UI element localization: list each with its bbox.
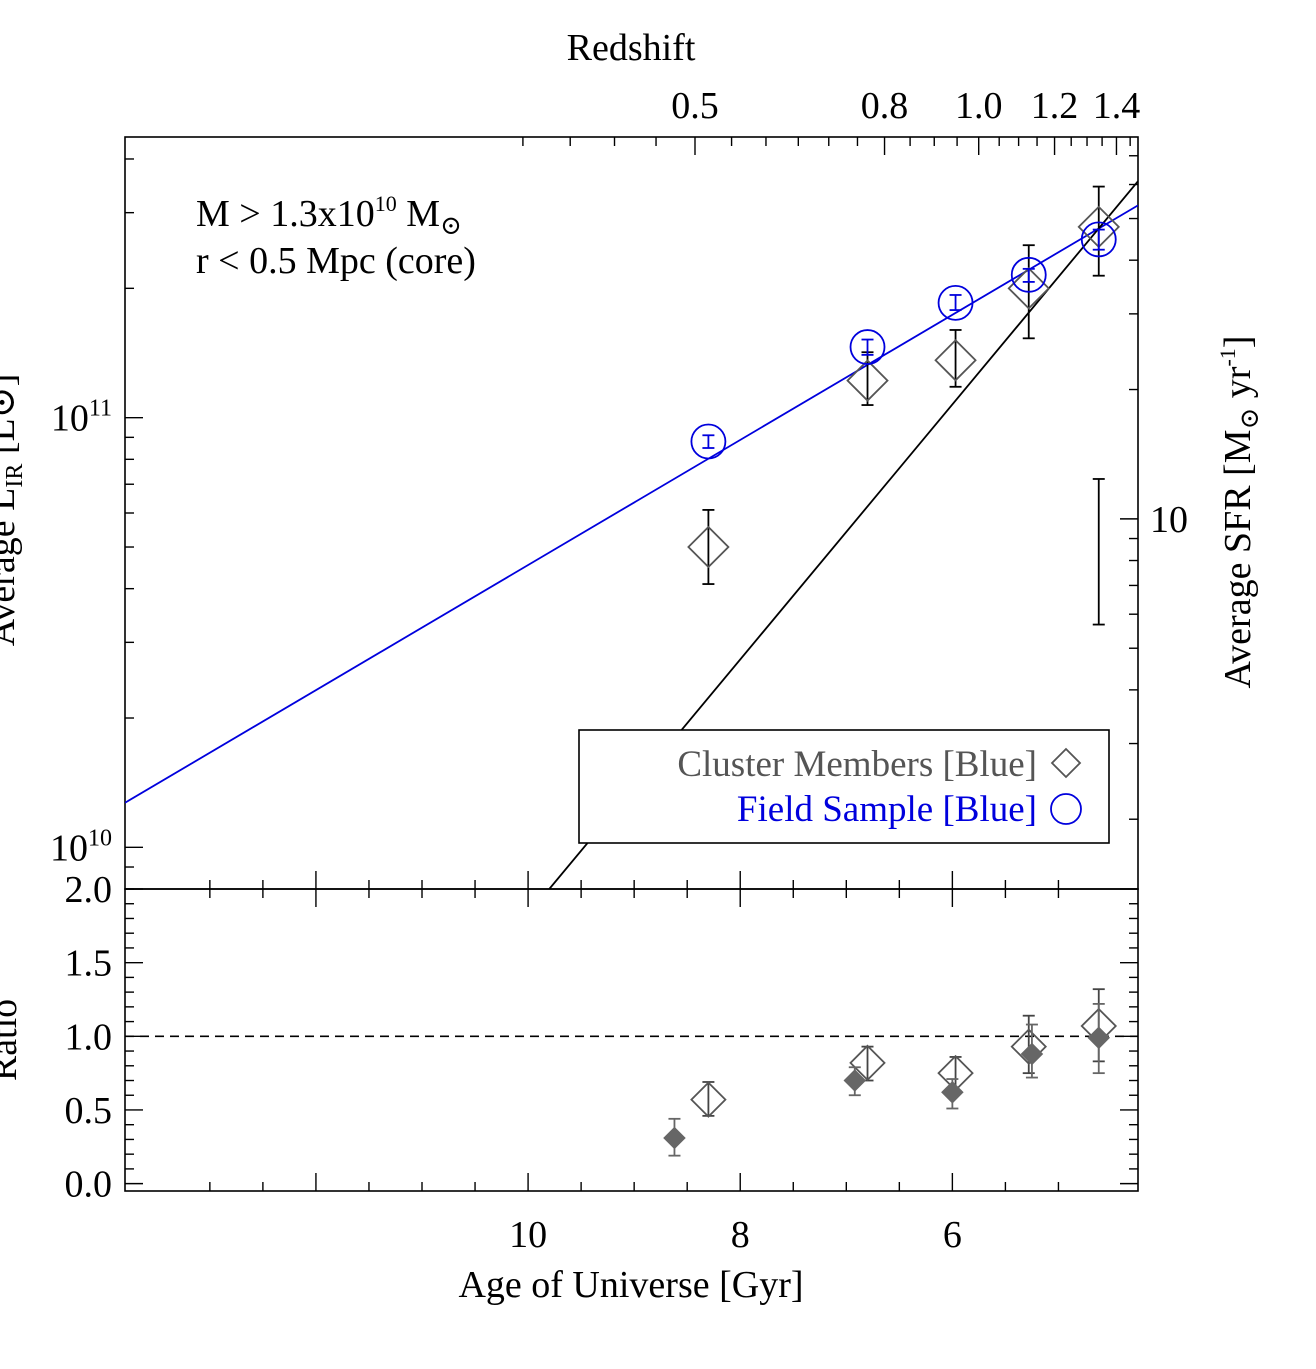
ratio-open-diamond-point <box>849 1044 886 1082</box>
main-data-points <box>687 185 1121 626</box>
ratio-y-tick-label: 1.5 <box>65 943 113 985</box>
ratio-y-tick-label: 1.0 <box>65 1016 113 1058</box>
legend-circle-icon <box>1050 793 1082 825</box>
top-axis-ticks: 0.5 0.8 1.0 1.2 1.4 <box>522 85 1141 155</box>
redshift-tick-label: 1.0 <box>955 85 1003 127</box>
field-circle-point <box>1080 221 1117 258</box>
ratio-y-tick-labels: 0.0 0.5 1.0 1.5 2.0 <box>65 869 113 1206</box>
field-circle-point <box>937 284 974 321</box>
cluster-diamond-point <box>846 359 889 402</box>
x-tick-label: 10 <box>509 1214 547 1256</box>
annotation-mass-pre: M > 1.3x10 <box>196 193 375 235</box>
ratio-y-axis-title: Ratio <box>0 999 25 1081</box>
main-panel-ticks <box>125 158 1060 890</box>
ratio-panel-ticks <box>125 888 1138 1191</box>
field-circle-point <box>1010 256 1047 293</box>
right-title-end: ] <box>1217 336 1259 349</box>
main-y-tick-label: 1011 <box>51 396 112 440</box>
right-title-mid: yr <box>1217 366 1259 408</box>
ratio-filled-diamond-point <box>1087 1026 1111 1050</box>
annotation-mass-exp: 10 <box>375 191 397 216</box>
legend: Cluster Members [Blue] Field Sample [Blu… <box>578 729 1110 844</box>
ratio-filled-diamond-point <box>941 1081 964 1104</box>
ratio-open-diamond-point <box>690 1081 727 1118</box>
main-y-tick-labels: 1010 1011 <box>50 396 112 870</box>
main-y-title-text: Average L <box>0 488 23 647</box>
field-circle-point <box>849 329 886 365</box>
annotation-radius-cut: r < 0.5 Mpc (core) <box>196 240 476 282</box>
ratio-filled-diamond-point <box>843 1069 867 1092</box>
legend-label-cluster: Cluster Members [Blue] <box>677 744 1037 785</box>
sfr-tick-label: 10 <box>1150 499 1188 541</box>
field-circle-point <box>690 423 727 460</box>
main-y-tick-label: 1010 <box>50 825 112 869</box>
ratio-y-tick-label: 0.5 <box>65 1090 113 1132</box>
x-axis-title: Age of Universe [Gyr] <box>458 1264 803 1306</box>
legend-diamond-icon <box>1050 747 1082 779</box>
cluster-diamond-point <box>687 525 730 569</box>
x-tick-label: 6 <box>943 1214 962 1256</box>
right-y-axis-title: Average SFR [M⊙ yr-1] <box>1215 336 1264 689</box>
top-axis-title: Redshift <box>567 27 696 69</box>
main-y-title-tail: [L⊙] <box>0 374 23 464</box>
ratio-y-tick-label: 0.0 <box>65 1164 113 1206</box>
ratio-y-tick-label: 2.0 <box>65 869 113 911</box>
cluster-diamond-point <box>1007 267 1051 310</box>
ratio-data-points <box>663 988 1118 1157</box>
annotation-mass-cut: M > 1.3x1010 M⊙ <box>196 191 462 240</box>
legend-box <box>578 729 1110 844</box>
right-title-main: Average SFR [M <box>1217 430 1259 689</box>
cluster-diamond-point <box>934 339 977 382</box>
right-title-exp: -1 <box>1215 348 1240 366</box>
right-axis-ticks: 10 <box>1120 155 1188 820</box>
redshift-tick-label: 1.2 <box>1031 85 1079 127</box>
right-title-sun: ⊙ <box>1235 408 1264 430</box>
legend-label-field: Field Sample [Blue] <box>737 789 1037 830</box>
ratio-panel-frame <box>124 888 1139 1192</box>
main-y-axis-title: Average LIR [L⊙] <box>0 374 28 646</box>
x-tick-labels: 10 8 6 <box>509 1214 962 1256</box>
ratio-panel: 0.0 0.5 1.0 1.5 2.0 Ratio <box>0 869 1139 1206</box>
annotation-sun-symbol: ⊙ <box>440 211 462 240</box>
redshift-tick-label: 1.4 <box>1093 85 1141 127</box>
x-tick-label: 8 <box>731 1214 750 1256</box>
redshift-tick-label: 0.5 <box>671 85 719 127</box>
ratio-filled-diamond-point <box>1020 1042 1044 1066</box>
ratio-filled-diamond-point <box>663 1126 686 1150</box>
main-y-title-sub: IR <box>2 464 28 488</box>
ratio-open-diamond-point <box>1010 1028 1048 1065</box>
redshift-tick-label: 0.8 <box>861 85 909 127</box>
field-fit-line <box>125 204 1138 804</box>
annotation-mass-post: M <box>397 193 440 235</box>
